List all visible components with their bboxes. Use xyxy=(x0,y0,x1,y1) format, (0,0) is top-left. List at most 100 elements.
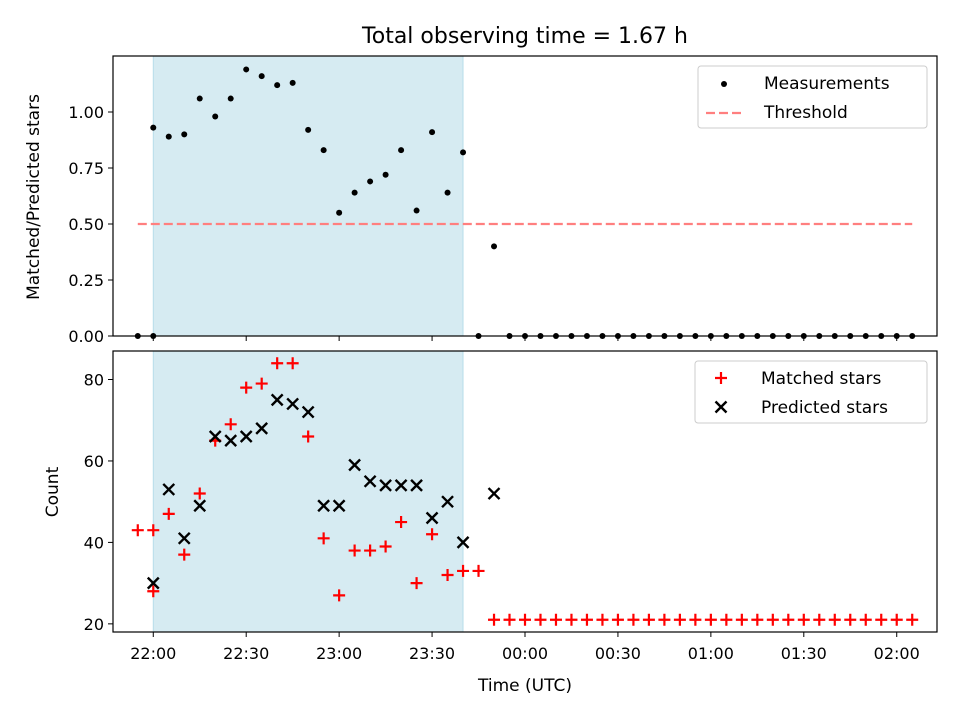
measurements-point xyxy=(274,82,281,89)
legend-plus-marker xyxy=(715,372,727,384)
bottom-shaded-window xyxy=(152,350,464,633)
matched-stars-marker xyxy=(333,589,346,602)
measurements-point xyxy=(212,113,219,120)
x-tick-label: 01:30 xyxy=(781,644,827,663)
measurements-point xyxy=(196,95,203,102)
measurements-point xyxy=(351,189,358,196)
predicted-stars-marker xyxy=(193,499,207,513)
measurements-point xyxy=(367,178,374,185)
bottom-y-tick-label: 40 xyxy=(84,533,104,552)
bottom-panel: 20 40 60 80 22:00 22:30 23:00 23:30 00:00 00:30 01… xyxy=(84,350,938,663)
measurements-point xyxy=(413,207,420,214)
legend-dot-marker xyxy=(721,81,727,87)
matched-stars-marker xyxy=(673,613,686,626)
bottom-y-axis-label: Count xyxy=(43,466,63,517)
predicted-stars-marker xyxy=(286,397,300,411)
legend-x-marker xyxy=(714,400,728,414)
predicted-stars-marker xyxy=(301,405,315,419)
top-shaded-window xyxy=(152,55,464,337)
predicted-stars-marker xyxy=(208,430,222,443)
bottom-y-tick-label: 20 xyxy=(84,615,104,634)
matched-stars-marker xyxy=(193,487,206,500)
predicted-stars-marker xyxy=(456,536,470,549)
matched-stars-marker xyxy=(611,613,624,626)
matched-stars-marker xyxy=(766,613,779,626)
chart-title: Total observing time = 1.67 h xyxy=(361,24,688,49)
measurements-point xyxy=(289,79,296,86)
matched-stars-marker xyxy=(735,613,748,626)
matched-stars-marker xyxy=(720,613,733,626)
matched-stars-marker xyxy=(658,613,671,626)
matched-stars-marker xyxy=(906,613,919,626)
matched-stars-marker xyxy=(131,524,144,537)
matched-stars-marker xyxy=(271,357,284,370)
measurements-point xyxy=(305,126,312,133)
x-tick-label: 23:00 xyxy=(316,644,362,663)
matched-stars-marker xyxy=(147,524,160,537)
bottom-legend: Matched stars Predicted stars xyxy=(694,360,928,424)
x-tick-label: 02:00 xyxy=(874,644,920,663)
matched-stars-marker xyxy=(519,613,531,626)
matched-stars-marker xyxy=(147,585,160,598)
x-tick-label: 23:30 xyxy=(409,644,455,663)
predicted-stars-marker xyxy=(332,499,346,513)
top-legend: Measurements Threshold xyxy=(697,65,928,129)
x-axis-label: Time (UTC) xyxy=(477,676,572,696)
matched-stars-marker xyxy=(890,613,903,626)
matched-stars-marker xyxy=(797,613,810,626)
matched-stars-marker xyxy=(565,613,578,626)
top-y-axis-label: Matched/Predicted stars xyxy=(24,94,44,300)
x-tick-label: 00:30 xyxy=(595,644,641,663)
matched-stars-marker xyxy=(224,418,237,431)
matched-stars-marker xyxy=(364,544,377,557)
matched-stars-marker xyxy=(457,564,470,577)
matched-stars-marker xyxy=(534,613,547,626)
legend-label: Measurements xyxy=(764,74,890,94)
measurements-point xyxy=(320,147,327,154)
top-y-tick-label: 0.00 xyxy=(68,327,104,346)
predicted-stars-marker xyxy=(394,479,408,492)
bottom-axes-frame xyxy=(112,350,938,633)
matched-stars-marker xyxy=(580,613,593,626)
top-y-tick-label: 1.00 xyxy=(68,103,104,122)
matched-stars-marker xyxy=(348,544,361,557)
matched-stars-marker xyxy=(813,613,826,626)
matched-stars-marker xyxy=(426,528,439,541)
matched-stars-marker xyxy=(410,577,423,590)
predicted-stars-marker xyxy=(177,531,191,545)
matched-stars-marker xyxy=(488,613,501,626)
predicted-stars-marker xyxy=(317,499,330,513)
measurements-point xyxy=(258,73,265,80)
matched-stars-marker xyxy=(302,430,315,443)
matched-stars-marker xyxy=(828,613,841,626)
measurements-point xyxy=(336,209,343,216)
predicted-stars-marker xyxy=(348,458,361,472)
measurements-point xyxy=(382,171,389,178)
top-axes-frame xyxy=(112,55,938,337)
predicted-stars-marker xyxy=(379,479,392,492)
matched-stars-marker xyxy=(379,540,392,553)
predicted-stars-marker xyxy=(270,393,284,407)
matched-stars-marker xyxy=(782,613,795,626)
x-tick-label: 22:00 xyxy=(130,644,176,663)
matched-stars-marker xyxy=(240,381,253,394)
top-panel: 0.00 0.25 0.50 0.75 1.00 Measurements Threshol… xyxy=(68,55,938,346)
matched-stars-marker xyxy=(178,548,191,561)
top-y-tick-label: 0.75 xyxy=(68,159,104,178)
top-y-tick-label: 0.25 xyxy=(68,271,104,290)
measurements-point xyxy=(227,95,234,102)
measurements-point xyxy=(429,129,436,136)
matched-stars-marker xyxy=(859,613,872,626)
matched-stars-marker xyxy=(255,377,268,390)
matched-stars-marker xyxy=(844,613,857,626)
predicted-stars-marker xyxy=(363,474,377,488)
bottom-legend-box xyxy=(694,360,928,424)
predicted-stars-marker xyxy=(410,479,423,492)
legend-label: Threshold xyxy=(763,103,848,123)
matched-stars-marker xyxy=(286,357,299,370)
measurements-point xyxy=(181,131,188,138)
predicted-stars-marker xyxy=(255,422,269,435)
bottom-y-tick-label: 80 xyxy=(84,371,104,390)
measurements-point xyxy=(398,147,405,154)
matched-stars-marker xyxy=(875,613,888,626)
